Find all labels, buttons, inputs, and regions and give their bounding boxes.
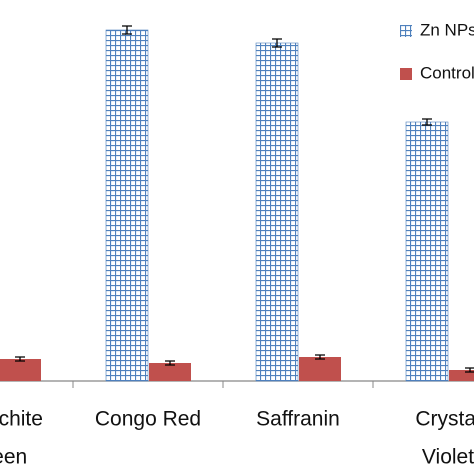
x-tick-label: Congo Red (95, 408, 201, 431)
x-tick-label: Violet (422, 446, 474, 469)
error-bar (15, 356, 25, 362)
legend-swatch (400, 25, 412, 37)
bar (0, 359, 41, 381)
bar (149, 363, 191, 381)
error-bar (422, 118, 432, 126)
error-bar (122, 25, 132, 35)
bar (299, 357, 341, 381)
x-tick-label: Green (0, 446, 27, 469)
legend-swatch (400, 68, 412, 80)
x-tick-label: Malachite (0, 408, 43, 431)
error-bar (165, 360, 175, 366)
legend-label: Control (420, 63, 474, 82)
x-tick-label: Crystal (415, 408, 474, 431)
bar (449, 370, 474, 381)
error-bar (272, 38, 282, 48)
bar (105, 29, 149, 382)
bar (405, 121, 449, 382)
legend-label: Zn NPs (420, 20, 474, 39)
error-bar (315, 354, 325, 360)
x-tick-label: Saffranin (256, 408, 340, 431)
bar (255, 42, 299, 382)
error-bar (465, 367, 474, 373)
